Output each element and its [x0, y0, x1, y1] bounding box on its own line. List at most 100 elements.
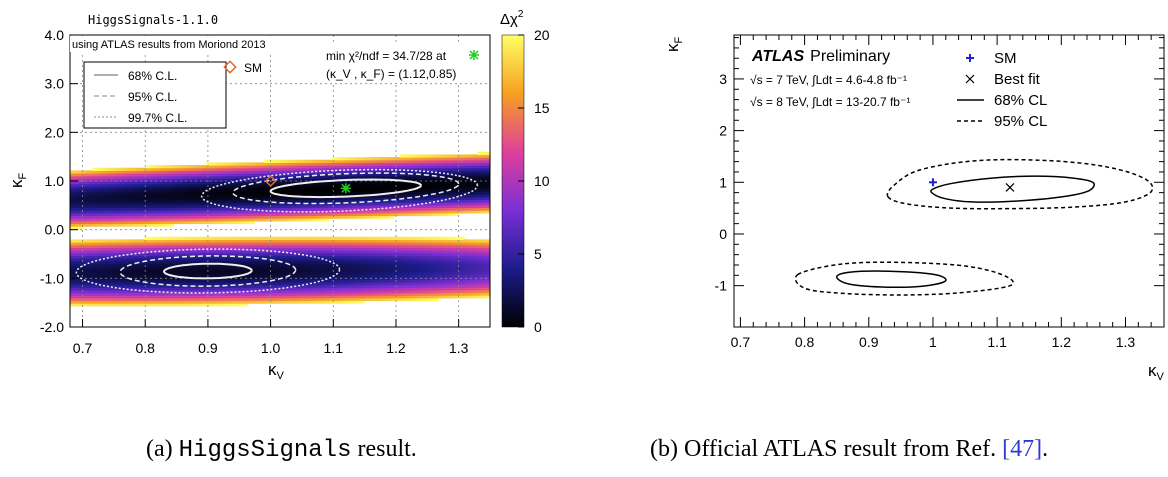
heatmap-cell: [250, 242, 255, 246]
heatmap-cell: [92, 202, 97, 206]
heatmap-cell: [179, 303, 184, 307]
heatmap-cell: [99, 239, 103, 243]
heatmap-cell: [376, 265, 381, 270]
heatmap-cell: [296, 276, 300, 280]
heatmap-cell: [396, 162, 401, 166]
heatmap-cell: [344, 175, 349, 179]
heatmap-cell: [170, 215, 174, 219]
heatmap-cell: [70, 281, 74, 286]
heatmap-cell: [76, 220, 81, 225]
heatmap-cell: [315, 236, 320, 240]
heatmap-cell: [208, 207, 213, 211]
heatmap-cell: [128, 173, 132, 177]
heatmap-cell: [373, 159, 378, 164]
heatmap-cell: [357, 289, 362, 294]
heatmap-cell: [283, 167, 288, 171]
heatmap-cell: [86, 273, 90, 278]
heatmap-cell: [289, 178, 294, 182]
heatmap-cell: [215, 199, 220, 203]
heatmap-cell: [131, 271, 136, 275]
heatmap-cell: [118, 210, 123, 214]
heatmap-cell: [173, 242, 178, 246]
heatmap-cell: [166, 196, 171, 201]
heatmap-cell: [196, 257, 200, 262]
heatmap-cell: [305, 276, 310, 280]
heatmap-cell: [280, 250, 284, 254]
heatmap-cell: [186, 186, 191, 190]
heatmap-cell: [260, 289, 265, 294]
heatmap-cell: [76, 242, 81, 246]
heatmap-cell: [292, 159, 297, 164]
heatmap-cell: [118, 220, 123, 225]
heatmap-cell: [76, 239, 81, 243]
heatmap-cell: [312, 170, 317, 174]
heatmap-cell: [221, 292, 226, 296]
heatmap-cell: [157, 284, 162, 288]
heatmap-cell: [280, 186, 284, 190]
heatmap-cell: [364, 257, 368, 262]
heatmap-cell: [79, 265, 84, 270]
heatmap-cell: [386, 162, 391, 166]
heatmap-cell: [334, 244, 339, 248]
heatmap-cell: [228, 218, 233, 222]
heatmap-cell: [360, 215, 365, 219]
heatmap-cell: [331, 196, 336, 201]
heatmap-cell: [241, 281, 246, 286]
heatmap-cell: [215, 207, 220, 211]
heatmap-cell: [70, 220, 74, 225]
heatmap-cell: [199, 207, 204, 211]
heatmap-cell: [131, 303, 136, 307]
heatmap-cell: [70, 279, 74, 283]
heatmap-cell: [118, 292, 123, 296]
heatmap-cell: [234, 242, 239, 246]
heatmap-cell: [231, 257, 236, 262]
heatmap-cell: [344, 181, 349, 185]
heatmap-cell: [86, 170, 90, 174]
heatmap-cell: [254, 204, 258, 209]
heatmap-cell: [238, 220, 242, 225]
heatmap-cell: [357, 170, 362, 174]
heatmap-cell: [105, 297, 110, 302]
heatmap-cell: [380, 252, 384, 256]
heatmap-cell: [296, 181, 300, 185]
heatmap-cell: [186, 281, 191, 286]
heatmap-cell: [299, 265, 304, 270]
heatmap-cell: [386, 260, 391, 264]
heatmap-cell: [376, 250, 381, 254]
heatmap-cell: [341, 263, 346, 267]
heatmap-cell: [179, 300, 184, 304]
heatmap-cell: [338, 191, 342, 195]
heatmap-cell: [70, 188, 74, 193]
heatmap-cell: [370, 188, 375, 193]
heatmap-cell: [399, 242, 404, 246]
heatmap-cell: [228, 289, 233, 294]
heatmap-cell: [406, 287, 410, 291]
heatmap-cell: [228, 215, 233, 219]
heatmap-cell: [218, 162, 223, 166]
heatmap-cell: [231, 218, 236, 222]
heatmap-cell: [82, 204, 87, 209]
heatmap-cell: [338, 202, 342, 206]
heatmap-cell: [215, 279, 220, 283]
heatmap-cell: [370, 215, 375, 219]
heatmap-cell: [102, 271, 107, 275]
heatmap-cell: [79, 287, 84, 291]
heatmap-cell: [212, 178, 216, 182]
heatmap-cell: [267, 218, 271, 222]
heatmap-cell: [115, 188, 120, 193]
heatmap-cell: [299, 188, 304, 193]
heatmap-cell: [221, 215, 226, 219]
heatmap-cell: [170, 247, 174, 251]
heatmap-cell: [163, 212, 168, 217]
heatmap-cell: [154, 218, 158, 222]
heatmap-cell: [215, 247, 220, 251]
heatmap-cell: [160, 252, 165, 256]
heatmap-cell: [380, 157, 384, 161]
heatmap-cell: [309, 215, 313, 219]
heatmap-cell: [92, 300, 97, 304]
heatmap-cell: [82, 252, 87, 256]
heatmap-cell: [318, 292, 323, 296]
heatmap-cell: [292, 204, 297, 209]
heatmap-cell: [305, 295, 310, 299]
heatmap-cell: [373, 215, 378, 219]
